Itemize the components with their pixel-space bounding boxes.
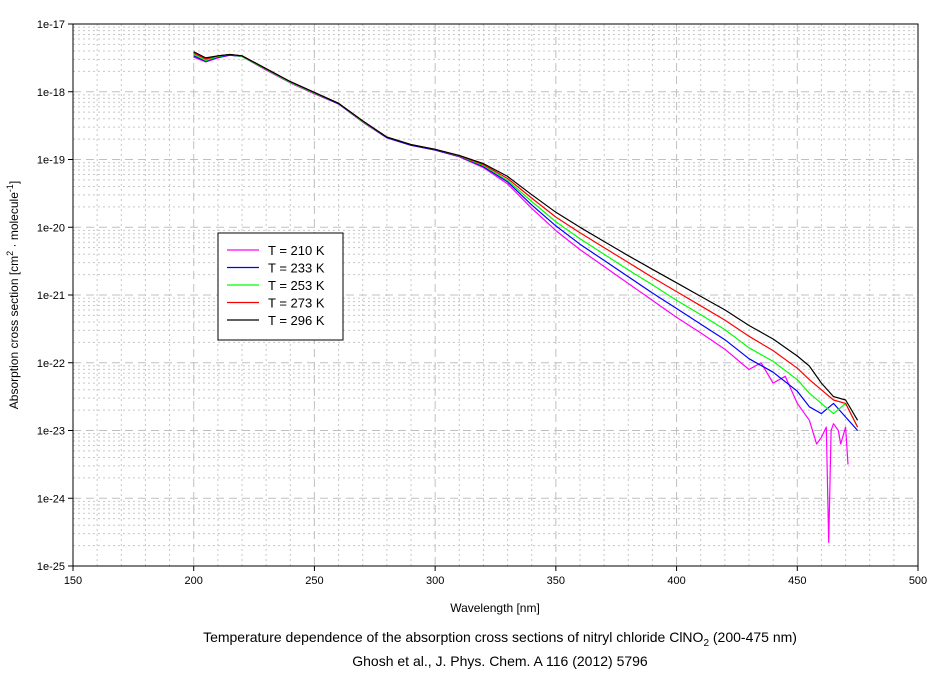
series-line-253k	[193, 53, 859, 428]
chart-title: Temperature dependence of the absorption…	[203, 629, 797, 649]
legend: T = 210 K T = 233 K T = 253 K T = 273 K T = …	[217, 232, 344, 341]
chart-subtitle: Ghosh et al., J. Phys. Chem. A 116 (2012…	[352, 653, 648, 669]
legend-label: T = 253 K	[268, 278, 325, 293]
y-tick-label: 1e-23	[37, 426, 65, 438]
x-axis-label: Wavelength [nm]	[450, 601, 540, 615]
y-tick-label: 1e-21	[37, 290, 65, 302]
y-axis-label: Absorption cross section [cm2 · molecule…	[5, 181, 21, 409]
legend-label: T = 273 K	[268, 296, 325, 311]
x-axis-ticks: 150 200 250 300 350 400 450 500	[64, 566, 927, 587]
x-tick-label: 200	[185, 575, 203, 587]
x-tick-label: 250	[305, 575, 323, 587]
series-line-296k	[193, 51, 859, 421]
legend-label: T = 233 K	[268, 261, 325, 276]
x-tick-label: 500	[909, 575, 927, 587]
x-tick-label: 300	[426, 575, 444, 587]
y-tick-label: 1e-19	[37, 155, 65, 167]
x-tick-label: 400	[667, 575, 685, 587]
y-tick-label: 1e-22	[37, 358, 65, 370]
y-tick-label: 1e-25	[37, 561, 65, 573]
grid	[73, 24, 918, 566]
legend-label: T = 210 K	[268, 243, 325, 258]
x-tick-label: 350	[547, 575, 565, 587]
y-tick-label: 1e-24	[37, 493, 65, 505]
legend-label: T = 296 K	[268, 313, 325, 328]
series-lines	[193, 51, 859, 543]
y-tick-label: 1e-17	[37, 19, 65, 31]
x-tick-label: 150	[64, 575, 82, 587]
series-line-210k	[193, 54, 849, 543]
x-tick-label: 450	[788, 575, 806, 587]
y-tick-label: 1e-20	[37, 222, 65, 234]
y-tick-label: 1e-18	[37, 87, 65, 99]
y-axis-ticks: 1e-17 1e-18 1e-19 1e-20 1e-21 1e-22 1e-23 1e-24…	[37, 19, 73, 573]
